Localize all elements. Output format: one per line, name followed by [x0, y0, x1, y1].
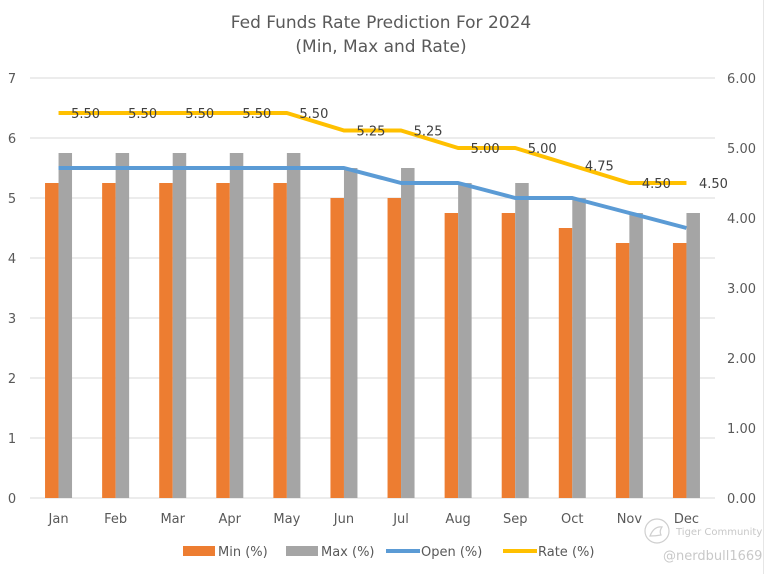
y-left-tick-label: 6	[8, 132, 16, 147]
rate-data-label: 5.00	[528, 142, 557, 157]
rate-data-label: 5.50	[128, 107, 157, 122]
rate-data-label: 5.50	[71, 107, 100, 122]
x-tick-label: Sep	[503, 512, 528, 527]
x-tick-label: Jan	[48, 512, 69, 527]
rate-data-label: 4.75	[585, 160, 614, 175]
y-left-tick-label: 3	[8, 312, 16, 327]
rate-data-label: 5.50	[185, 107, 214, 122]
bar-min	[444, 213, 459, 498]
bar-max	[115, 153, 130, 498]
bar-min	[45, 183, 59, 498]
bar-min	[615, 243, 630, 498]
y-right-tick-label: 5.00	[727, 142, 756, 157]
watermark-brand: Tiger Community	[675, 527, 762, 538]
y-right-tick-label: 3.00	[727, 282, 756, 297]
bar-max	[229, 153, 244, 498]
chart-title: Fed Funds Rate Prediction For 2024	[231, 13, 531, 33]
x-tick-label: Aug	[445, 512, 470, 527]
y-axis-right: 0.00 1.00 2.00 3.00 4.00 5.00 6.00	[727, 72, 756, 507]
y-right-tick-label: 6.00	[727, 72, 756, 87]
legend-label: Rate (%)	[538, 545, 594, 560]
x-tick-label: Mar	[160, 512, 185, 527]
gridlines	[30, 77, 715, 499]
y-right-tick-label: 2.00	[727, 352, 756, 367]
bar-min	[672, 243, 687, 498]
x-tick-label: Apr	[219, 512, 242, 527]
x-axis: Jan Feb Mar Apr May Jun Jul Aug Sep Oct Nov Dec	[48, 512, 700, 527]
bar-max	[458, 183, 472, 498]
bars	[45, 153, 700, 498]
y-right-tick-label: 4.00	[727, 212, 756, 227]
bar-min	[387, 198, 402, 498]
x-tick-label: Jul	[392, 512, 409, 527]
y-right-tick-label: 0.00	[727, 492, 756, 507]
bar-min	[159, 183, 173, 498]
bar-min	[330, 198, 344, 498]
lines	[58, 111, 687, 230]
bar-max	[515, 183, 529, 498]
rate-data-label: 5.50	[242, 107, 271, 122]
watermark-handle: @nerdbull1669	[663, 549, 762, 564]
y-left-tick-label: 0	[8, 492, 16, 507]
line-rate	[58, 111, 687, 185]
bar-max	[172, 153, 187, 498]
legend-label: Max (%)	[321, 545, 375, 560]
bar-max	[686, 213, 700, 498]
rate-data-label: 4.50	[642, 177, 671, 192]
bar-max	[572, 198, 586, 498]
rate-data-label: 5.50	[299, 107, 328, 122]
bar-max	[401, 168, 415, 498]
rate-data-label: 5.00	[471, 142, 500, 157]
rate-data-label: 5.25	[356, 125, 385, 140]
legend-label: Open (%)	[421, 545, 482, 560]
x-tick-label: May	[273, 512, 300, 527]
x-tick-label: Feb	[104, 512, 127, 527]
y-left-tick-label: 7	[8, 72, 16, 87]
legend-swatch-max	[286, 546, 318, 556]
chart-subtitle: (Min, Max and Rate)	[295, 37, 466, 57]
y-right-tick-label: 1.00	[727, 422, 756, 437]
tiger-logo-icon	[644, 518, 670, 544]
chart-border	[763, 0, 764, 574]
legend-swatch-min	[183, 546, 215, 556]
bar-min	[102, 183, 116, 498]
bar-min	[216, 183, 230, 498]
x-tick-label: Nov	[617, 512, 643, 527]
rate-data-label: 4.50	[699, 177, 728, 192]
bar-min	[501, 213, 516, 498]
bar-max	[343, 168, 358, 498]
x-tick-label: Oct	[561, 512, 583, 527]
y-left-tick-label: 1	[8, 432, 16, 447]
rate-data-label: 5.25	[414, 125, 443, 140]
y-axis-left: 0 1 2 3 4 5 6 7	[8, 72, 16, 507]
bar-max	[629, 213, 643, 498]
y-left-tick-label: 4	[8, 252, 16, 267]
y-left-tick-label: 5	[8, 192, 16, 207]
bar-max	[286, 153, 301, 498]
legend-label: Min (%)	[218, 545, 268, 560]
x-tick-label: Jun	[333, 512, 354, 527]
data-labels: 5.50 5.50 5.50 5.50 5.50 5.25 5.25 5.00 5.00 4.75…	[71, 107, 728, 192]
bar-min	[558, 228, 573, 498]
x-tick-label: Dec	[674, 512, 699, 527]
legend: Min (%) Max (%) Open (%) Rate (%)	[183, 545, 594, 560]
line-open	[58, 166, 687, 230]
bar-max	[58, 153, 73, 498]
y-left-tick-label: 2	[8, 372, 16, 387]
bar-min	[273, 183, 287, 498]
watermark: Tiger Community @nerdbull1669	[644, 518, 762, 564]
